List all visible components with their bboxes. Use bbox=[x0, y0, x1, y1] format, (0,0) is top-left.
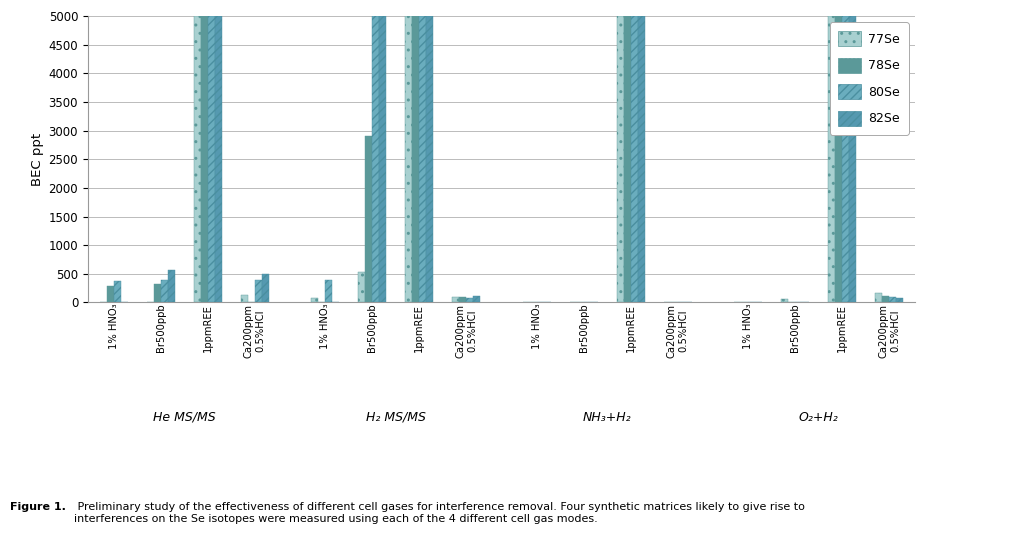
Text: O₂+H₂: O₂+H₂ bbox=[799, 411, 839, 424]
Text: NH₃+H₂: NH₃+H₂ bbox=[583, 411, 632, 424]
Bar bbox=[311, 299, 318, 302]
Bar bbox=[365, 137, 372, 302]
Bar bbox=[262, 274, 269, 302]
Bar bbox=[882, 295, 889, 302]
Bar bbox=[849, 16, 856, 302]
Bar bbox=[426, 16, 433, 302]
Bar bbox=[828, 16, 835, 302]
Bar bbox=[843, 16, 849, 302]
Bar bbox=[638, 16, 645, 302]
Text: He MS/MS: He MS/MS bbox=[153, 411, 215, 424]
Bar bbox=[168, 270, 175, 302]
Bar bbox=[254, 280, 262, 302]
Bar bbox=[474, 296, 481, 302]
Bar bbox=[372, 16, 379, 302]
Bar bbox=[208, 16, 215, 302]
Bar bbox=[241, 295, 248, 302]
Bar bbox=[160, 280, 168, 302]
Bar bbox=[452, 297, 459, 302]
Bar bbox=[459, 297, 466, 302]
Bar bbox=[419, 16, 426, 302]
Legend: 77Se, 78Se, 80Se, 82Se: 77Se, 78Se, 80Se, 82Se bbox=[829, 23, 909, 134]
Bar bbox=[616, 16, 624, 302]
Bar bbox=[835, 16, 843, 302]
Bar bbox=[193, 16, 201, 302]
Bar bbox=[379, 16, 387, 302]
Bar bbox=[154, 284, 160, 302]
Text: Preliminary study of the effectiveness of different cell gases for interference : Preliminary study of the effectiveness o… bbox=[74, 502, 805, 524]
Text: Figure 1.: Figure 1. bbox=[10, 502, 66, 512]
Bar bbox=[413, 16, 419, 302]
Bar bbox=[114, 281, 121, 302]
Bar bbox=[631, 16, 638, 302]
Text: H₂ MS/MS: H₂ MS/MS bbox=[366, 411, 426, 424]
Bar bbox=[326, 280, 332, 302]
Bar bbox=[624, 16, 631, 302]
Bar bbox=[405, 16, 413, 302]
Bar bbox=[107, 286, 114, 302]
Bar bbox=[889, 296, 896, 302]
Bar bbox=[466, 299, 474, 302]
Bar bbox=[201, 16, 208, 302]
Bar bbox=[358, 272, 365, 302]
Bar bbox=[896, 298, 904, 302]
Bar bbox=[215, 16, 222, 302]
Bar bbox=[781, 299, 788, 302]
Bar bbox=[875, 293, 882, 302]
Y-axis label: BEC ppt: BEC ppt bbox=[31, 133, 44, 186]
